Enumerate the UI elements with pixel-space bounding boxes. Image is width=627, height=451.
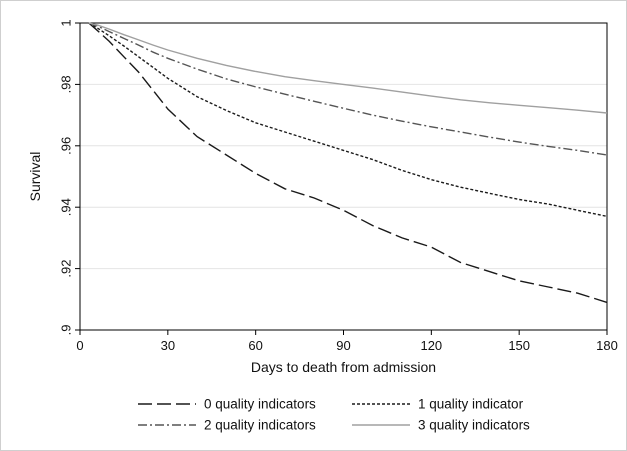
series-line-2	[88, 22, 608, 156]
x-tick-label: 30	[161, 338, 175, 353]
y-tick-label: 1	[59, 19, 74, 26]
x-tick-label: 0	[76, 338, 83, 353]
y-tick-label: .94	[59, 198, 74, 216]
x-axis: 0 30 60 90 120 150 180	[76, 330, 618, 353]
x-tick-label: 150	[508, 338, 530, 353]
y-axis: .9 .92 .94 .96 .98 1	[59, 19, 80, 335]
y-tick-label: .96	[59, 137, 74, 155]
y-tick-label: .9	[59, 325, 74, 336]
series-line-1	[88, 22, 608, 218]
x-tick-label: 60	[248, 338, 262, 353]
y-tick-label: .92	[59, 260, 74, 278]
y-axis-title: Survival	[27, 152, 43, 202]
legend-label: 1 quality indicator	[418, 397, 524, 412]
legend-label: 2 quality indicators	[204, 418, 316, 433]
series-lines	[88, 22, 608, 304]
x-tick-label: 90	[336, 338, 350, 353]
series-line-3	[88, 22, 608, 114]
series-line-0	[88, 22, 608, 304]
legend: 0 quality indicators 1 quality indicator 2…	[138, 397, 530, 433]
x-tick-label: 120	[420, 338, 442, 353]
y-tick-label: .98	[59, 75, 74, 93]
x-tick-label: 180	[596, 338, 618, 353]
legend-label: 0 quality indicators	[204, 397, 316, 412]
x-axis-title: Days to death from admission	[251, 359, 436, 375]
legend-label: 3 quality indicators	[418, 418, 530, 433]
